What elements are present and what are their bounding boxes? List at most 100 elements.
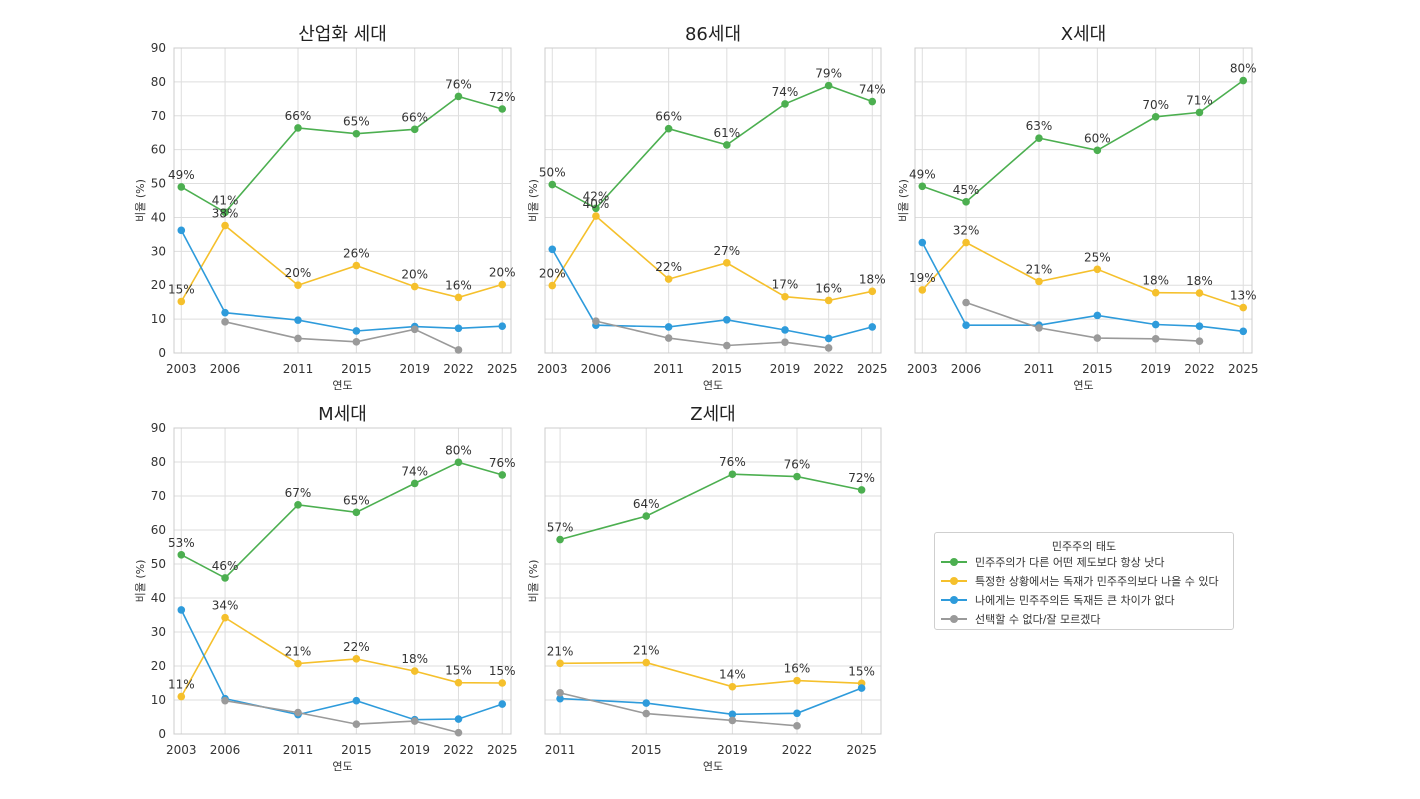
data-point-always_better <box>548 180 557 189</box>
data-label: 49% <box>168 168 195 182</box>
data-point-dont_know <box>454 346 463 354</box>
series-line-dont_know <box>965 301 1200 342</box>
data-label: 66% <box>401 110 428 124</box>
plot-frame <box>544 47 882 354</box>
data-label: 18% <box>1186 274 1213 288</box>
data-label: 60% <box>1084 131 1111 145</box>
data-label: 46% <box>212 559 239 573</box>
data-label: 70% <box>1142 98 1169 112</box>
data-label: 18% <box>859 272 886 286</box>
data-point-dictatorship_better <box>1035 277 1043 286</box>
data-point-always_better <box>294 501 302 509</box>
data-point-dont_know <box>781 338 789 346</box>
x-tick-label: 2011 <box>283 743 314 757</box>
y-tick-label: 80 <box>151 75 166 89</box>
data-label: 32% <box>953 224 980 238</box>
data-point-always_better <box>1151 112 1160 121</box>
data-point-no_difference <box>498 700 507 708</box>
data-label: 61% <box>713 126 740 140</box>
data-label: 13% <box>1230 289 1257 303</box>
data-point-always_better <box>221 208 229 217</box>
data-label: 16% <box>784 662 811 676</box>
legend-label: 민주주의가 다른 어떤 제도보다 항상 낫다 <box>975 555 1165 569</box>
data-point-dont_know <box>352 338 361 346</box>
data-label: 64% <box>633 497 660 511</box>
data-point-always_better <box>556 535 564 544</box>
data-point-dont_know <box>556 689 564 697</box>
data-label: 11% <box>168 678 195 692</box>
data-label: 22% <box>343 640 370 654</box>
data-point-always_better <box>410 479 419 488</box>
data-point-dont_know <box>592 317 600 325</box>
legend-label: 선택할 수 없다/잘 모르겠다 <box>975 612 1101 626</box>
data-point-always_better <box>352 508 361 517</box>
data-label: 26% <box>343 247 370 261</box>
plot-frame <box>173 47 512 354</box>
data-point-no_difference <box>352 696 361 705</box>
y-tick-label: 60 <box>151 523 166 537</box>
data-point-always_better <box>1093 146 1102 155</box>
data-point-no_difference <box>793 709 801 718</box>
x-axis-label: 연도 <box>332 760 352 773</box>
x-tick-label: 2003 <box>166 362 197 376</box>
data-label: 40% <box>583 197 610 211</box>
y-tick-label: 70 <box>151 109 166 123</box>
y-axis-label: 비율 (%) <box>527 560 540 603</box>
x-tick-label: 2022 <box>782 743 813 757</box>
data-label: 65% <box>343 115 370 129</box>
y-tick-label: 40 <box>151 591 166 605</box>
data-label: 72% <box>848 471 875 485</box>
data-point-dont_know <box>1093 334 1102 342</box>
data-label: 18% <box>1142 274 1169 288</box>
data-point-always_better <box>1239 76 1248 85</box>
data-point-no_difference <box>918 238 927 247</box>
data-label: 16% <box>815 281 842 295</box>
data-point-dictatorship_better <box>221 221 229 230</box>
data-point-dont_know <box>221 696 229 705</box>
data-point-no_difference <box>857 684 866 692</box>
data-label: 20% <box>285 266 312 280</box>
y-tick-label: 50 <box>151 557 166 571</box>
data-point-dont_know <box>642 709 651 718</box>
data-label: 38% <box>212 207 239 221</box>
x-tick-label: 2019 <box>1140 362 1171 376</box>
x-tick-label: 2011 <box>283 362 314 376</box>
data-label: 19% <box>909 271 936 285</box>
data-point-dictatorship_better <box>556 659 564 668</box>
legend-label: 특정한 상황에서는 독재가 민주주의보다 나을 수 있다 <box>975 574 1219 588</box>
x-tick-label: 2003 <box>166 743 197 757</box>
x-tick-label: 2011 <box>545 743 576 757</box>
data-point-dictatorship_better <box>177 692 186 701</box>
x-tick-label: 2025 <box>1228 362 1259 376</box>
data-point-dont_know <box>1151 334 1160 343</box>
data-point-no_difference <box>556 694 564 703</box>
y-axis-label: 비율 (%) <box>897 179 910 222</box>
data-point-dictatorship_better <box>1195 289 1204 297</box>
data-label: 79% <box>815 67 842 81</box>
subplot-title: 86세대 <box>685 24 741 45</box>
data-label: 66% <box>285 109 312 123</box>
y-tick-label: 60 <box>151 143 166 157</box>
data-label: 21% <box>547 644 574 658</box>
data-label: 25% <box>1084 250 1111 264</box>
x-tick-label: 2025 <box>846 743 877 757</box>
data-point-dictatorship_better <box>723 259 731 267</box>
series-line-no_difference <box>560 687 862 716</box>
x-tick-label: 2006 <box>210 743 241 757</box>
data-point-always_better <box>642 512 651 520</box>
series-line-dictatorship_better <box>180 616 503 697</box>
data-label: 22% <box>655 260 682 274</box>
y-axis-label: 비율 (%) <box>134 179 147 222</box>
data-point-no_difference <box>728 710 737 719</box>
data-label: 74% <box>859 83 886 97</box>
x-tick-label: 2022 <box>443 743 474 757</box>
data-point-dont_know <box>221 318 229 326</box>
x-tick-label: 2015 <box>712 362 743 376</box>
data-point-dictatorship_better <box>294 281 302 290</box>
data-label: 71% <box>1186 93 1213 107</box>
subplot-title: X세대 <box>1061 24 1106 45</box>
data-point-always_better <box>1195 108 1204 117</box>
x-tick-label: 2006 <box>581 362 612 376</box>
series-line-dont_know <box>559 692 798 727</box>
data-point-always_better <box>498 471 507 479</box>
